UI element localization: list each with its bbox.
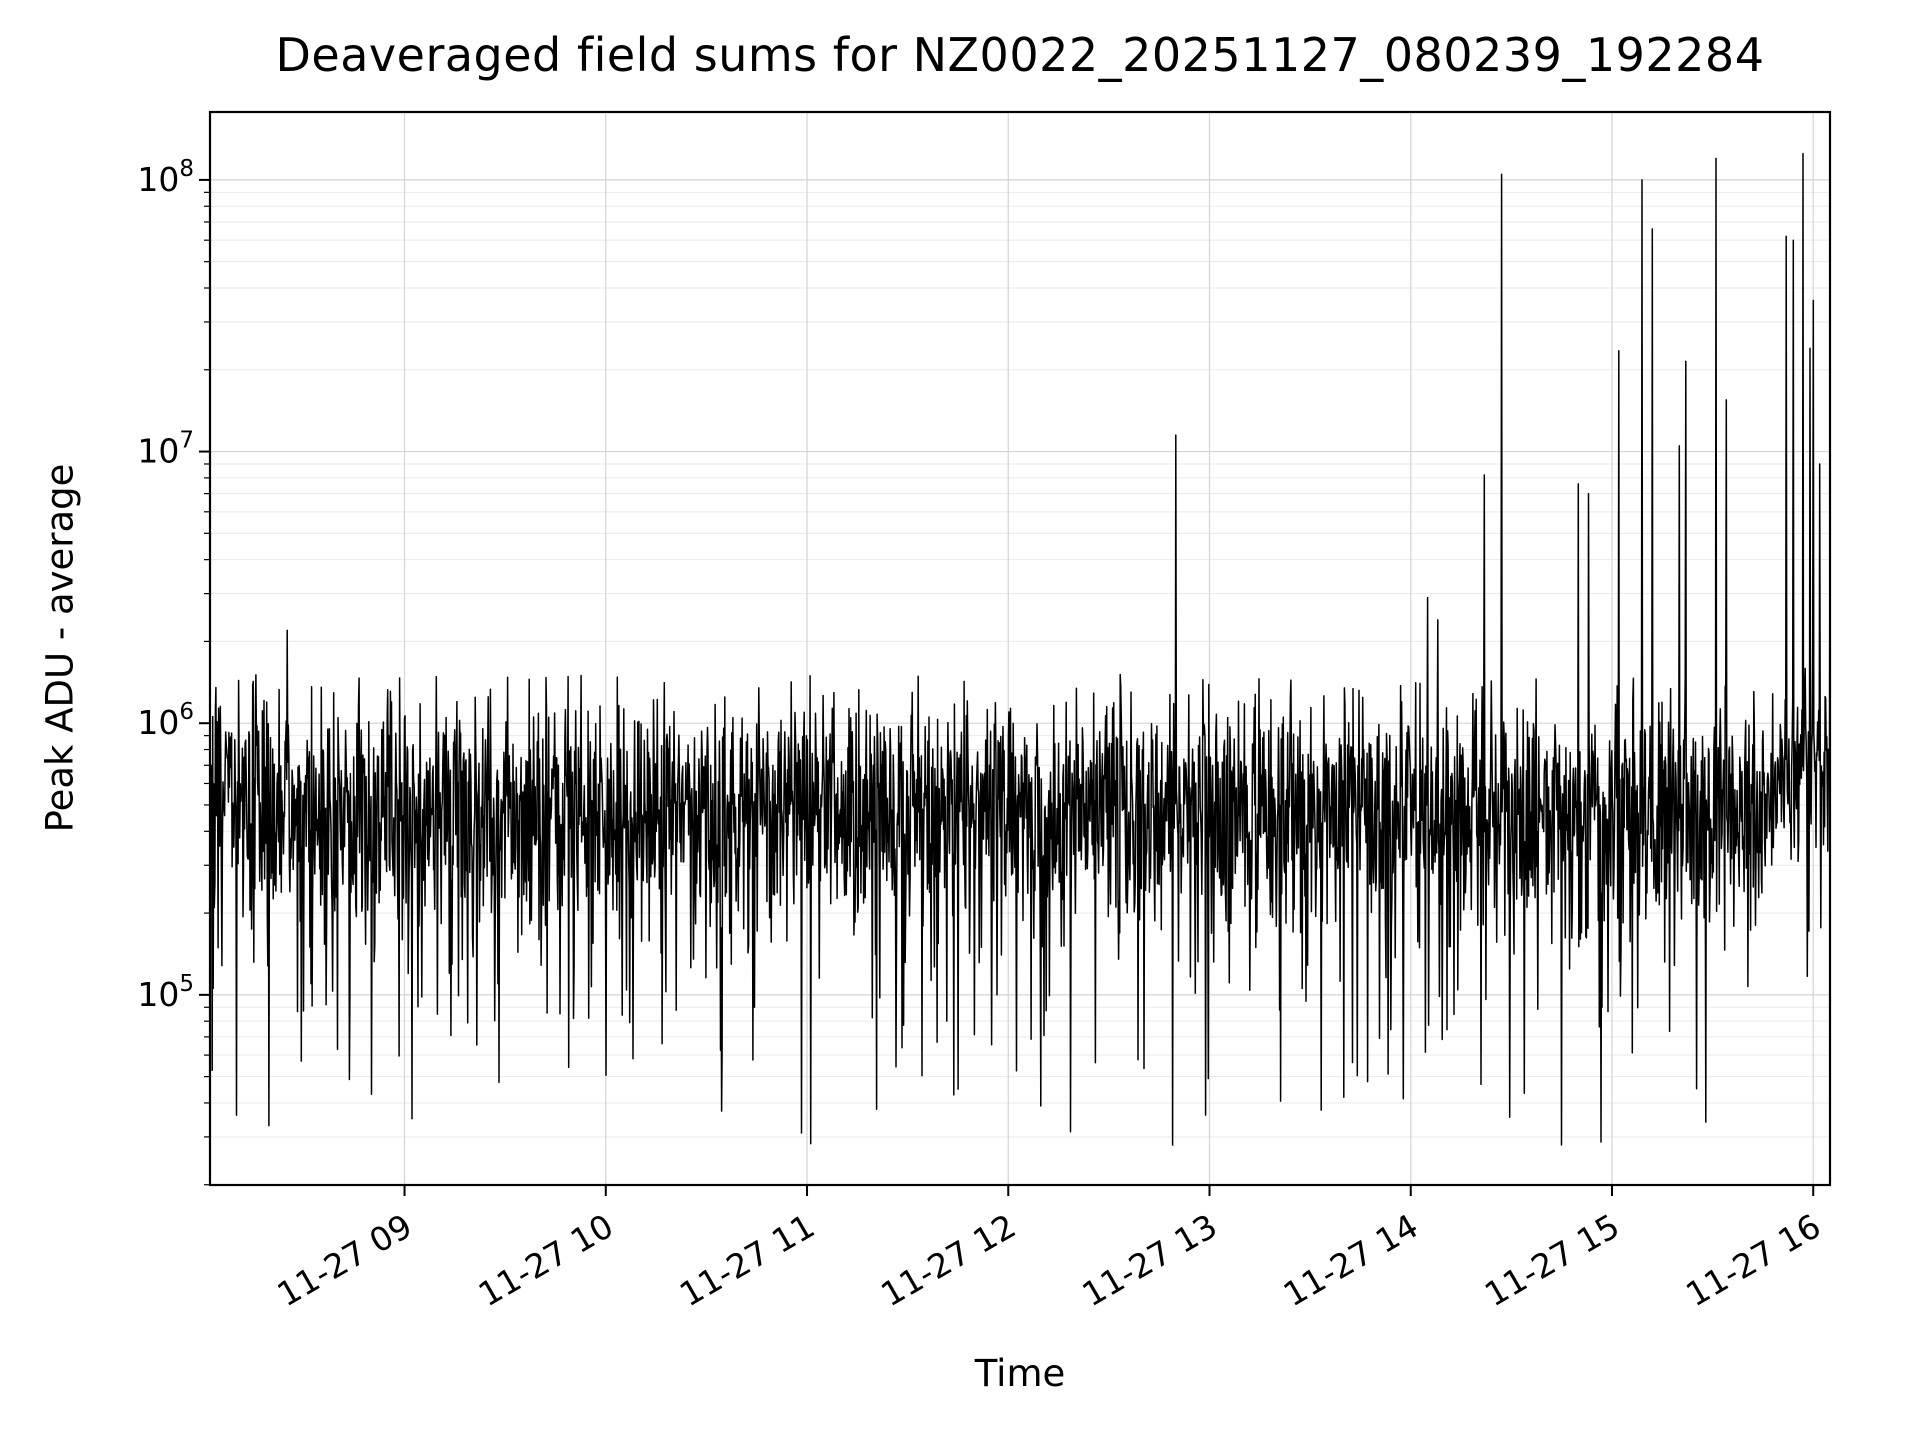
x-tick-label: 11-27 11 bbox=[673, 1206, 821, 1314]
data-series-line bbox=[209, 152, 1831, 1146]
x-tick-label: 11-27 16 bbox=[1679, 1206, 1827, 1314]
major-gridlines bbox=[210, 112, 1830, 1185]
x-tick-label: 11-27 14 bbox=[1277, 1206, 1425, 1314]
y-tick-label: 106 bbox=[137, 699, 194, 742]
x-tick-labels: 11-27 09 11-27 10 11-27 11 11-27 12 11-27 13… bbox=[271, 1206, 1828, 1314]
data-series bbox=[209, 152, 1831, 1146]
axis-ticks bbox=[199, 178, 1815, 1196]
x-tick-label: 11-27 09 bbox=[271, 1206, 419, 1314]
x-tick-label: 11-27 13 bbox=[1076, 1206, 1224, 1314]
x-tick-label: 11-27 15 bbox=[1478, 1206, 1626, 1314]
x-axis-label: Time bbox=[974, 1352, 1066, 1395]
x-tick-label: 11-27 12 bbox=[874, 1206, 1022, 1314]
x-tick-label: 11-27 10 bbox=[472, 1206, 620, 1314]
y-axis-label: Peak ADU - average bbox=[38, 463, 82, 833]
y-tick-label: 107 bbox=[137, 428, 194, 471]
y-tick-label: 105 bbox=[137, 971, 194, 1014]
plot-border bbox=[208, 110, 1832, 1187]
minor-gridlines bbox=[210, 191, 1830, 1186]
y-tick-label: 108 bbox=[137, 156, 194, 199]
y-tick-labels: 105 106 107 108 bbox=[137, 156, 194, 1014]
chart-title: Deaveraged field sums for NZ0022_2025112… bbox=[275, 28, 1765, 82]
